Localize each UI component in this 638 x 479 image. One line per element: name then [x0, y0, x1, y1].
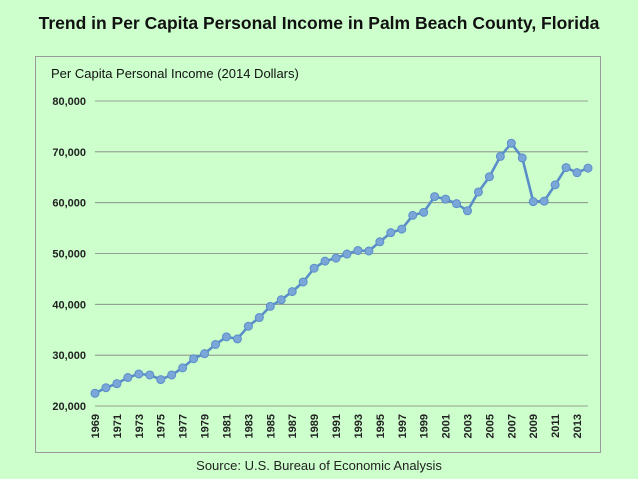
x-tick-label: 1969: [90, 414, 102, 438]
series-line: [94, 141, 589, 395]
x-tick-label: 2001: [441, 414, 453, 438]
x-tick-label: 1987: [287, 414, 299, 438]
y-tick-label: 70,000: [52, 147, 86, 159]
data-point: [408, 210, 418, 220]
line-chart: Per Capita Personal Income (2014 Dollars…: [51, 66, 593, 438]
x-tick-label: 1999: [419, 414, 431, 438]
x-tick-label: 1985: [265, 414, 277, 438]
data-point: [375, 237, 385, 247]
x-tick-label: 1991: [331, 414, 343, 438]
x-tick-label: 1989: [309, 414, 321, 438]
data-point: [528, 197, 538, 207]
data-point: [211, 339, 221, 349]
data-point: [178, 363, 188, 373]
x-tick-label: 1983: [243, 414, 255, 438]
x-tick-label: 1973: [134, 414, 146, 438]
data-point: [123, 373, 133, 383]
data-point: [386, 228, 396, 238]
data-point: [156, 375, 166, 385]
data-point: [145, 370, 155, 380]
y-tick-label: 50,000: [52, 249, 86, 261]
data-point: [452, 199, 462, 209]
data-point: [232, 334, 242, 344]
series-line-layer: [94, 141, 589, 395]
data-point: [287, 287, 297, 297]
x-tick-label: 1981: [221, 414, 233, 438]
data-point: [254, 313, 264, 323]
source-note: Source: U.S. Bureau of Economic Analysis: [196, 458, 442, 473]
data-point: [309, 263, 319, 273]
x-tick-label: 2007: [506, 414, 518, 438]
data-point: [101, 383, 111, 393]
x-tick-label: 2003: [462, 414, 474, 438]
data-point: [90, 388, 100, 398]
x-tick-label: 1997: [397, 414, 409, 438]
x-tick-label: 2009: [528, 414, 540, 438]
data-point: [342, 249, 352, 259]
x-tick-label: 1993: [353, 414, 365, 438]
y-tick-label: 80,000: [52, 96, 86, 108]
data-point: [506, 138, 516, 148]
data-point: [112, 379, 122, 389]
y-axis-ticks: 20,000 30,000 40,000 50,000 60,000 70,000 80,0…: [52, 96, 86, 413]
x-tick-label: 1971: [112, 414, 124, 438]
data-point: [430, 192, 440, 202]
x-tick-label: 2005: [484, 414, 496, 438]
gridlines: [95, 100, 588, 407]
data-point: [539, 196, 549, 206]
data-point: [134, 369, 144, 379]
data-point: [473, 187, 483, 197]
data-point: [200, 349, 210, 359]
data-point: [265, 301, 275, 311]
data-point: [572, 168, 582, 178]
x-tick-label: 1975: [156, 414, 168, 438]
x-tick-label: 2011: [550, 414, 562, 438]
data-point: [331, 253, 341, 263]
chart-frame: Per Capita Personal Income (2014 Dollars…: [35, 56, 601, 453]
y-tick-label: 20,000: [52, 401, 86, 413]
data-point-markers: [90, 138, 593, 398]
data-point: [583, 163, 593, 173]
data-point: [495, 151, 505, 161]
data-point: [320, 256, 330, 266]
data-point: [298, 277, 308, 287]
data-point: [561, 163, 571, 173]
y-tick-label: 40,000: [52, 299, 86, 311]
data-point: [419, 207, 429, 217]
data-point: [243, 321, 253, 331]
data-point: [276, 295, 286, 305]
data-point: [462, 206, 472, 216]
data-point: [353, 245, 363, 255]
x-tick-label: 1995: [375, 414, 387, 438]
data-point: [484, 172, 494, 182]
data-point: [517, 153, 527, 163]
y-tick-label: 30,000: [52, 350, 86, 362]
x-tick-label: 1979: [200, 414, 212, 438]
y-tick-label: 60,000: [52, 198, 86, 210]
data-point: [550, 180, 560, 190]
data-point: [397, 224, 407, 234]
data-point: [364, 246, 374, 256]
x-tick-label: 2013: [572, 414, 584, 438]
chart-inner-title: Per Capita Personal Income (2014 Dollars…: [51, 66, 299, 81]
x-axis-ticks: 1969 1971 1973 1975 1977 1979 1981 1983 1985 1987…: [90, 414, 584, 438]
slide-title: Trend in Per Capita Personal Income in P…: [38, 13, 600, 33]
data-point: [189, 354, 199, 364]
data-point: [167, 370, 177, 380]
data-point: [221, 332, 231, 342]
data-point: [441, 194, 451, 204]
x-tick-label: 1977: [178, 414, 190, 438]
